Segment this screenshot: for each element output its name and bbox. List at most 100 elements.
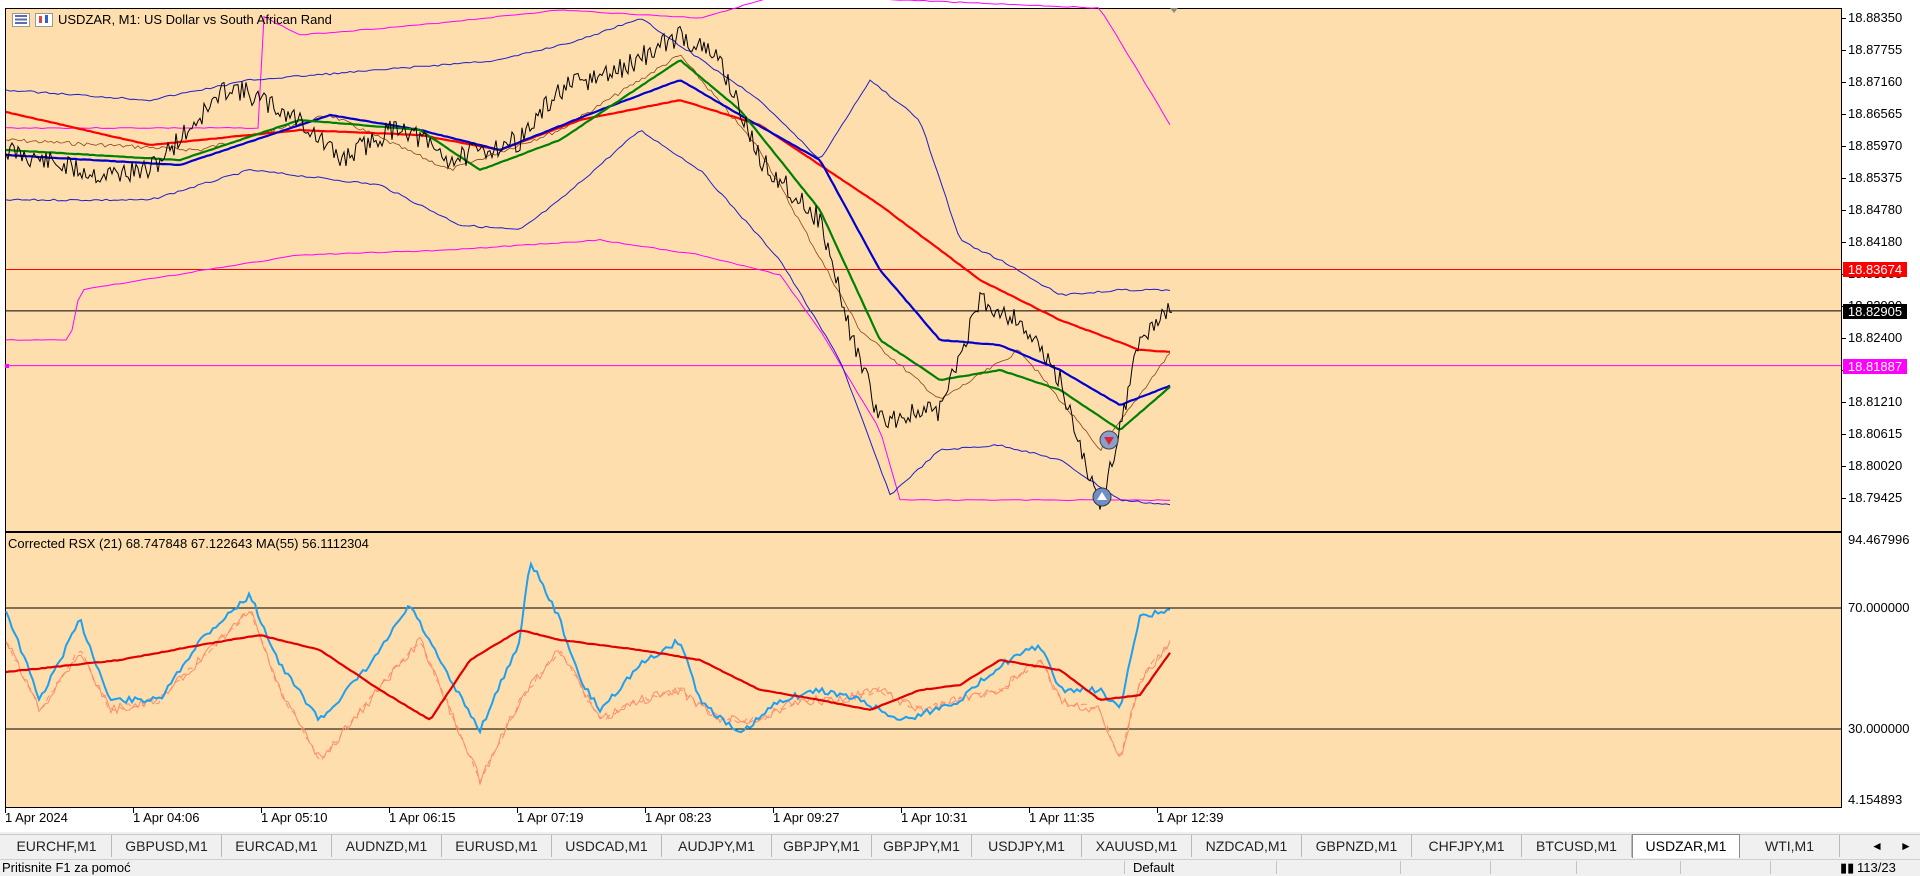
ma-green (5, 59, 1171, 431)
price-line (5, 25, 1173, 510)
price-tick-label: 18.87160 (1848, 74, 1903, 89)
pane-border (5, 8, 6, 808)
price-tick (1841, 18, 1846, 19)
status-bar: Pritisnite F1 za pomoć Default ▮▮ 113/23 (0, 859, 1920, 875)
time-tick (133, 807, 134, 813)
chart-tab[interactable]: AUDJPY,M1 (662, 835, 772, 857)
buy-arrow-icon (1097, 492, 1107, 500)
chart-tab[interactable]: BTCUSD,M1 (1522, 835, 1632, 857)
indicator-title: Corrected RSX (21) 68.747848 67.122643 M… (8, 536, 369, 551)
chart-tab[interactable]: CHFJPY,M1 (1412, 835, 1522, 857)
price-tick (1841, 114, 1846, 115)
tab-scroll-left-icon[interactable]: ◄ (1871, 839, 1883, 853)
bollinger-upper (5, 18, 1171, 296)
symbol-title: USDZAR, M1: US Dollar vs South African R… (58, 12, 332, 27)
price-tick (1841, 402, 1846, 403)
chart-tab[interactable]: NZDCAD,M1 (1192, 835, 1302, 857)
time-tick (901, 807, 902, 813)
status-separator (1490, 861, 1491, 874)
pane-border (5, 8, 1842, 9)
price-tick-label: 18.85375 (1848, 170, 1903, 185)
rsx-signal (5, 611, 1171, 785)
chart-tab[interactable]: GBPJPY,M1 (872, 835, 972, 857)
chart-title: USDZAR, M1: US Dollar vs South African R… (12, 12, 332, 27)
price-tick-label: 18.84180 (1848, 234, 1903, 249)
chart-tabs-bar: EURCHF,M1 GBPUSD,M1 EURCAD,M1 AUDNZD,M1 EURU… (0, 834, 1920, 859)
chart-tab[interactable]: GBPNZD,M1 (1302, 835, 1412, 857)
price-tick-label: 18.87755 (1848, 42, 1903, 57)
indicator-tick-label: 70.000000 (1848, 600, 1910, 615)
line-handle[interactable] (5, 364, 9, 368)
status-separator (1576, 861, 1577, 874)
chart-tab[interactable]: USDJPY,M1 (972, 835, 1082, 857)
chart-tab[interactable]: AUDNZD,M1 (332, 835, 442, 857)
time-tick (5, 807, 6, 813)
time-tick-label: 1 Apr 07:19 (517, 810, 584, 825)
bollinger-lower (5, 130, 1171, 506)
envelope-lower (5, 238, 1170, 502)
pane-divider[interactable] (5, 531, 1842, 533)
chart-tab[interactable]: EURUSD,M1 (442, 835, 552, 857)
time-tick (389, 807, 390, 813)
status-separator (1770, 861, 1771, 874)
chart-type-icon[interactable] (35, 12, 53, 27)
price-tick-label: 18.81210 (1848, 394, 1903, 409)
time-tick-label: 1 Apr 12:39 (1157, 810, 1224, 825)
ma-blue (6, 79, 1171, 406)
ma-tan (5, 54, 1171, 452)
time-tick-label: 1 Apr 06:15 (389, 810, 456, 825)
price-tick-label: 18.79425 (1848, 490, 1903, 505)
time-tick (1029, 807, 1030, 813)
indicator-tick-label: 30.000000 (1848, 721, 1910, 736)
shift-marker-icon[interactable] (1170, 8, 1178, 13)
price-tag: 18.83674 (1843, 262, 1907, 278)
chart-tab[interactable]: GBPJPY,M1 (772, 835, 872, 857)
price-tick (1841, 50, 1846, 51)
time-tick-label: 1 Apr 11:35 (1029, 810, 1095, 825)
time-tick-label: 1 Apr 05:10 (261, 810, 328, 825)
indicator-tick-label: 4.154893 (1848, 792, 1903, 807)
price-axis-line (1841, 8, 1842, 808)
sell-arrow-icon (1104, 437, 1114, 445)
traffic-text: 113/23 (1857, 860, 1896, 875)
status-separator (1124, 861, 1125, 874)
menu-icon[interactable] (12, 12, 30, 27)
ma-red (5, 99, 1171, 353)
chart-tab[interactable]: USDCAD,M1 (552, 835, 662, 857)
tab-scroll-right-icon[interactable]: ► (1900, 839, 1912, 853)
status-separator (1276, 861, 1277, 874)
price-tick-label: 18.80020 (1848, 458, 1903, 473)
price-tick-label: 18.80615 (1848, 426, 1903, 441)
price-tick-label: 18.86565 (1848, 106, 1903, 121)
price-tick (1841, 210, 1846, 211)
status-separator (1400, 861, 1401, 874)
connection-icon: ▮▮ (1840, 860, 1855, 875)
time-tick (645, 807, 646, 813)
pane-border (5, 807, 1842, 808)
time-tick-label: 1 Apr 2024 (5, 810, 68, 825)
chart-tab[interactable]: EURCAD,M1 (222, 835, 332, 857)
time-tick (1157, 807, 1158, 813)
time-tick-label: 1 Apr 04:06 (133, 810, 200, 825)
time-tick-label: 1 Apr 09:27 (773, 810, 840, 825)
price-tick (1841, 178, 1846, 179)
chart-tab[interactable]: GBPUSD,M1 (112, 835, 222, 857)
chart-tab[interactable]: USDZAR,M1 (1632, 834, 1740, 858)
chart-tab[interactable]: WTI,M1 (1740, 835, 1840, 857)
chart-tab[interactable]: XAUUSD,M1 (1082, 835, 1192, 857)
price-tick (1841, 242, 1846, 243)
chart-tab[interactable]: EURCHF,M1 (2, 835, 112, 857)
chart-area[interactable]: USDZAR, M1: US Dollar vs South African R… (0, 0, 1920, 832)
time-tick (773, 807, 774, 813)
price-tag: 18.82905 (1843, 303, 1907, 319)
rsx-signal-dash (5, 611, 1171, 783)
help-text: Pritisnite F1 za pomoć (2, 860, 131, 875)
price-tick (1841, 434, 1846, 435)
price-tick (1841, 82, 1846, 83)
chart-plot (5, 0, 1841, 785)
price-tick (1841, 338, 1846, 339)
profile-name[interactable]: Default (1133, 860, 1175, 875)
indicator-pane[interactable] (5, 533, 1841, 807)
status-separator (1680, 861, 1681, 874)
price-tick-label: 18.88350 (1848, 10, 1903, 25)
